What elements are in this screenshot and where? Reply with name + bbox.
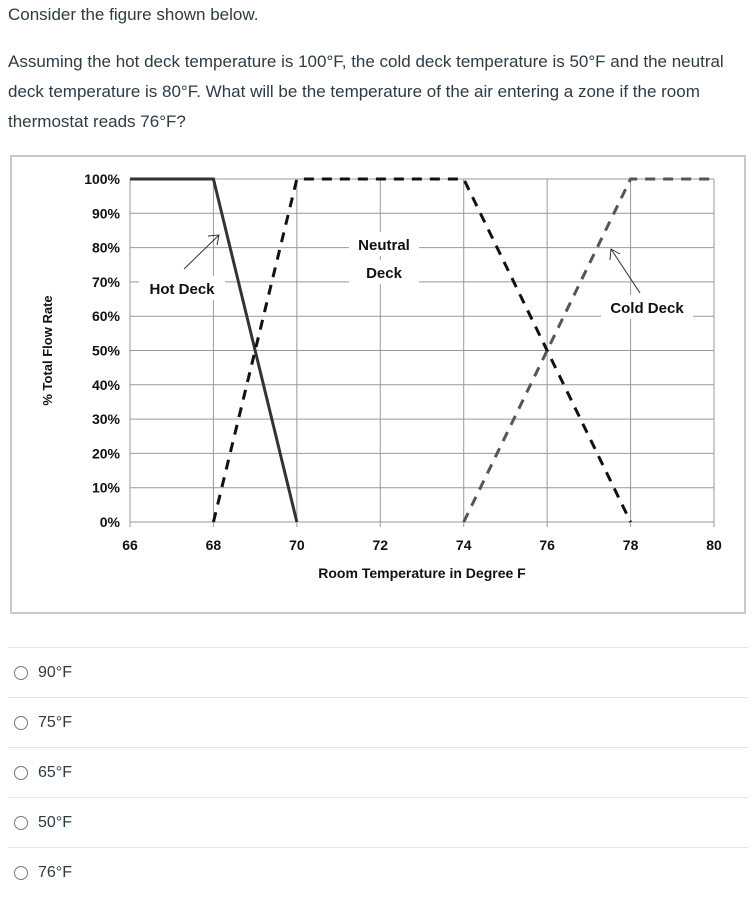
annotation-background xyxy=(349,260,419,284)
x-tick-label: 78 xyxy=(623,537,639,553)
answer-option[interactable]: 65°F xyxy=(8,747,748,797)
answer-label: 65°F xyxy=(38,763,72,781)
annotation-background xyxy=(139,276,225,300)
annotation-label: Hot Deck xyxy=(149,281,215,298)
annotation-label: Cold Deck xyxy=(610,300,684,317)
y-tick-label: 20% xyxy=(92,445,121,461)
radio-button[interactable] xyxy=(14,815,28,830)
y-tick-label: 40% xyxy=(92,377,121,393)
answer-option[interactable]: 75°F xyxy=(8,697,748,747)
y-tick-label: 50% xyxy=(92,343,121,359)
x-tick-label: 70 xyxy=(289,537,305,553)
question-intro: Consider the figure shown below. xyxy=(8,5,259,24)
y-tick-label: 100% xyxy=(84,171,120,187)
answer-label: 90°F xyxy=(38,663,72,681)
y-tick-label: 10% xyxy=(92,480,121,496)
answer-option[interactable]: 90°F xyxy=(8,647,748,697)
x-tick-label: 66 xyxy=(122,537,138,553)
answer-label: 50°F xyxy=(38,813,72,831)
x-tick-label: 74 xyxy=(456,537,472,553)
y-tick-label: 90% xyxy=(92,205,121,221)
answer-list: 90°F 75°F 65°F 50°F 76°F xyxy=(8,647,748,897)
x-tick-label: 76 xyxy=(539,537,555,553)
y-tick-label: 80% xyxy=(92,240,121,256)
series-line-hot-deck xyxy=(130,177,299,523)
radio-button[interactable] xyxy=(14,665,28,680)
hot-deck-arrow xyxy=(183,234,220,270)
annotation-label: Neutral xyxy=(358,237,410,254)
answer-label: 75°F xyxy=(38,713,72,731)
y-axis-label: % Total Flow Rate xyxy=(40,295,55,405)
cold-deck-arrowhead xyxy=(609,248,621,261)
series-line-neutral-deck xyxy=(211,177,632,523)
annotation-label: Deck xyxy=(366,265,403,282)
figure: 0% 10% 20% 30% 40% 50% 60% 70% 80% 90% 100% 66 68 70 7… xyxy=(10,155,746,614)
radio-button[interactable] xyxy=(14,765,28,780)
series-line-cold-deck xyxy=(462,177,714,523)
y-tick-label: 70% xyxy=(92,274,121,290)
annotation-background xyxy=(349,232,419,256)
answer-option[interactable]: 76°F xyxy=(8,847,748,897)
annotation-background xyxy=(601,295,693,319)
chart: 0% 10% 20% 30% 40% 50% 60% 70% 80% 90% 100% 66 68 70 7… xyxy=(40,171,722,581)
y-tick-label: 0% xyxy=(100,514,121,530)
y-tick-label: 60% xyxy=(92,308,121,324)
question-text: Assuming the hot deck temperature is 100… xyxy=(8,52,724,131)
y-tick-label: 30% xyxy=(92,411,121,427)
x-tick-label: 72 xyxy=(372,537,388,553)
answer-label: 76°F xyxy=(38,863,72,881)
radio-button[interactable] xyxy=(14,715,28,730)
x-tick-label: 68 xyxy=(206,537,222,553)
hot-deck-arrowhead xyxy=(207,234,220,246)
answer-option[interactable]: 50°F xyxy=(8,797,748,847)
x-axis-label: Room Temperature in Degree F xyxy=(318,565,526,581)
x-tick-label: 80 xyxy=(706,537,722,553)
radio-button[interactable] xyxy=(14,865,28,880)
cold-deck-arrow xyxy=(610,248,641,294)
